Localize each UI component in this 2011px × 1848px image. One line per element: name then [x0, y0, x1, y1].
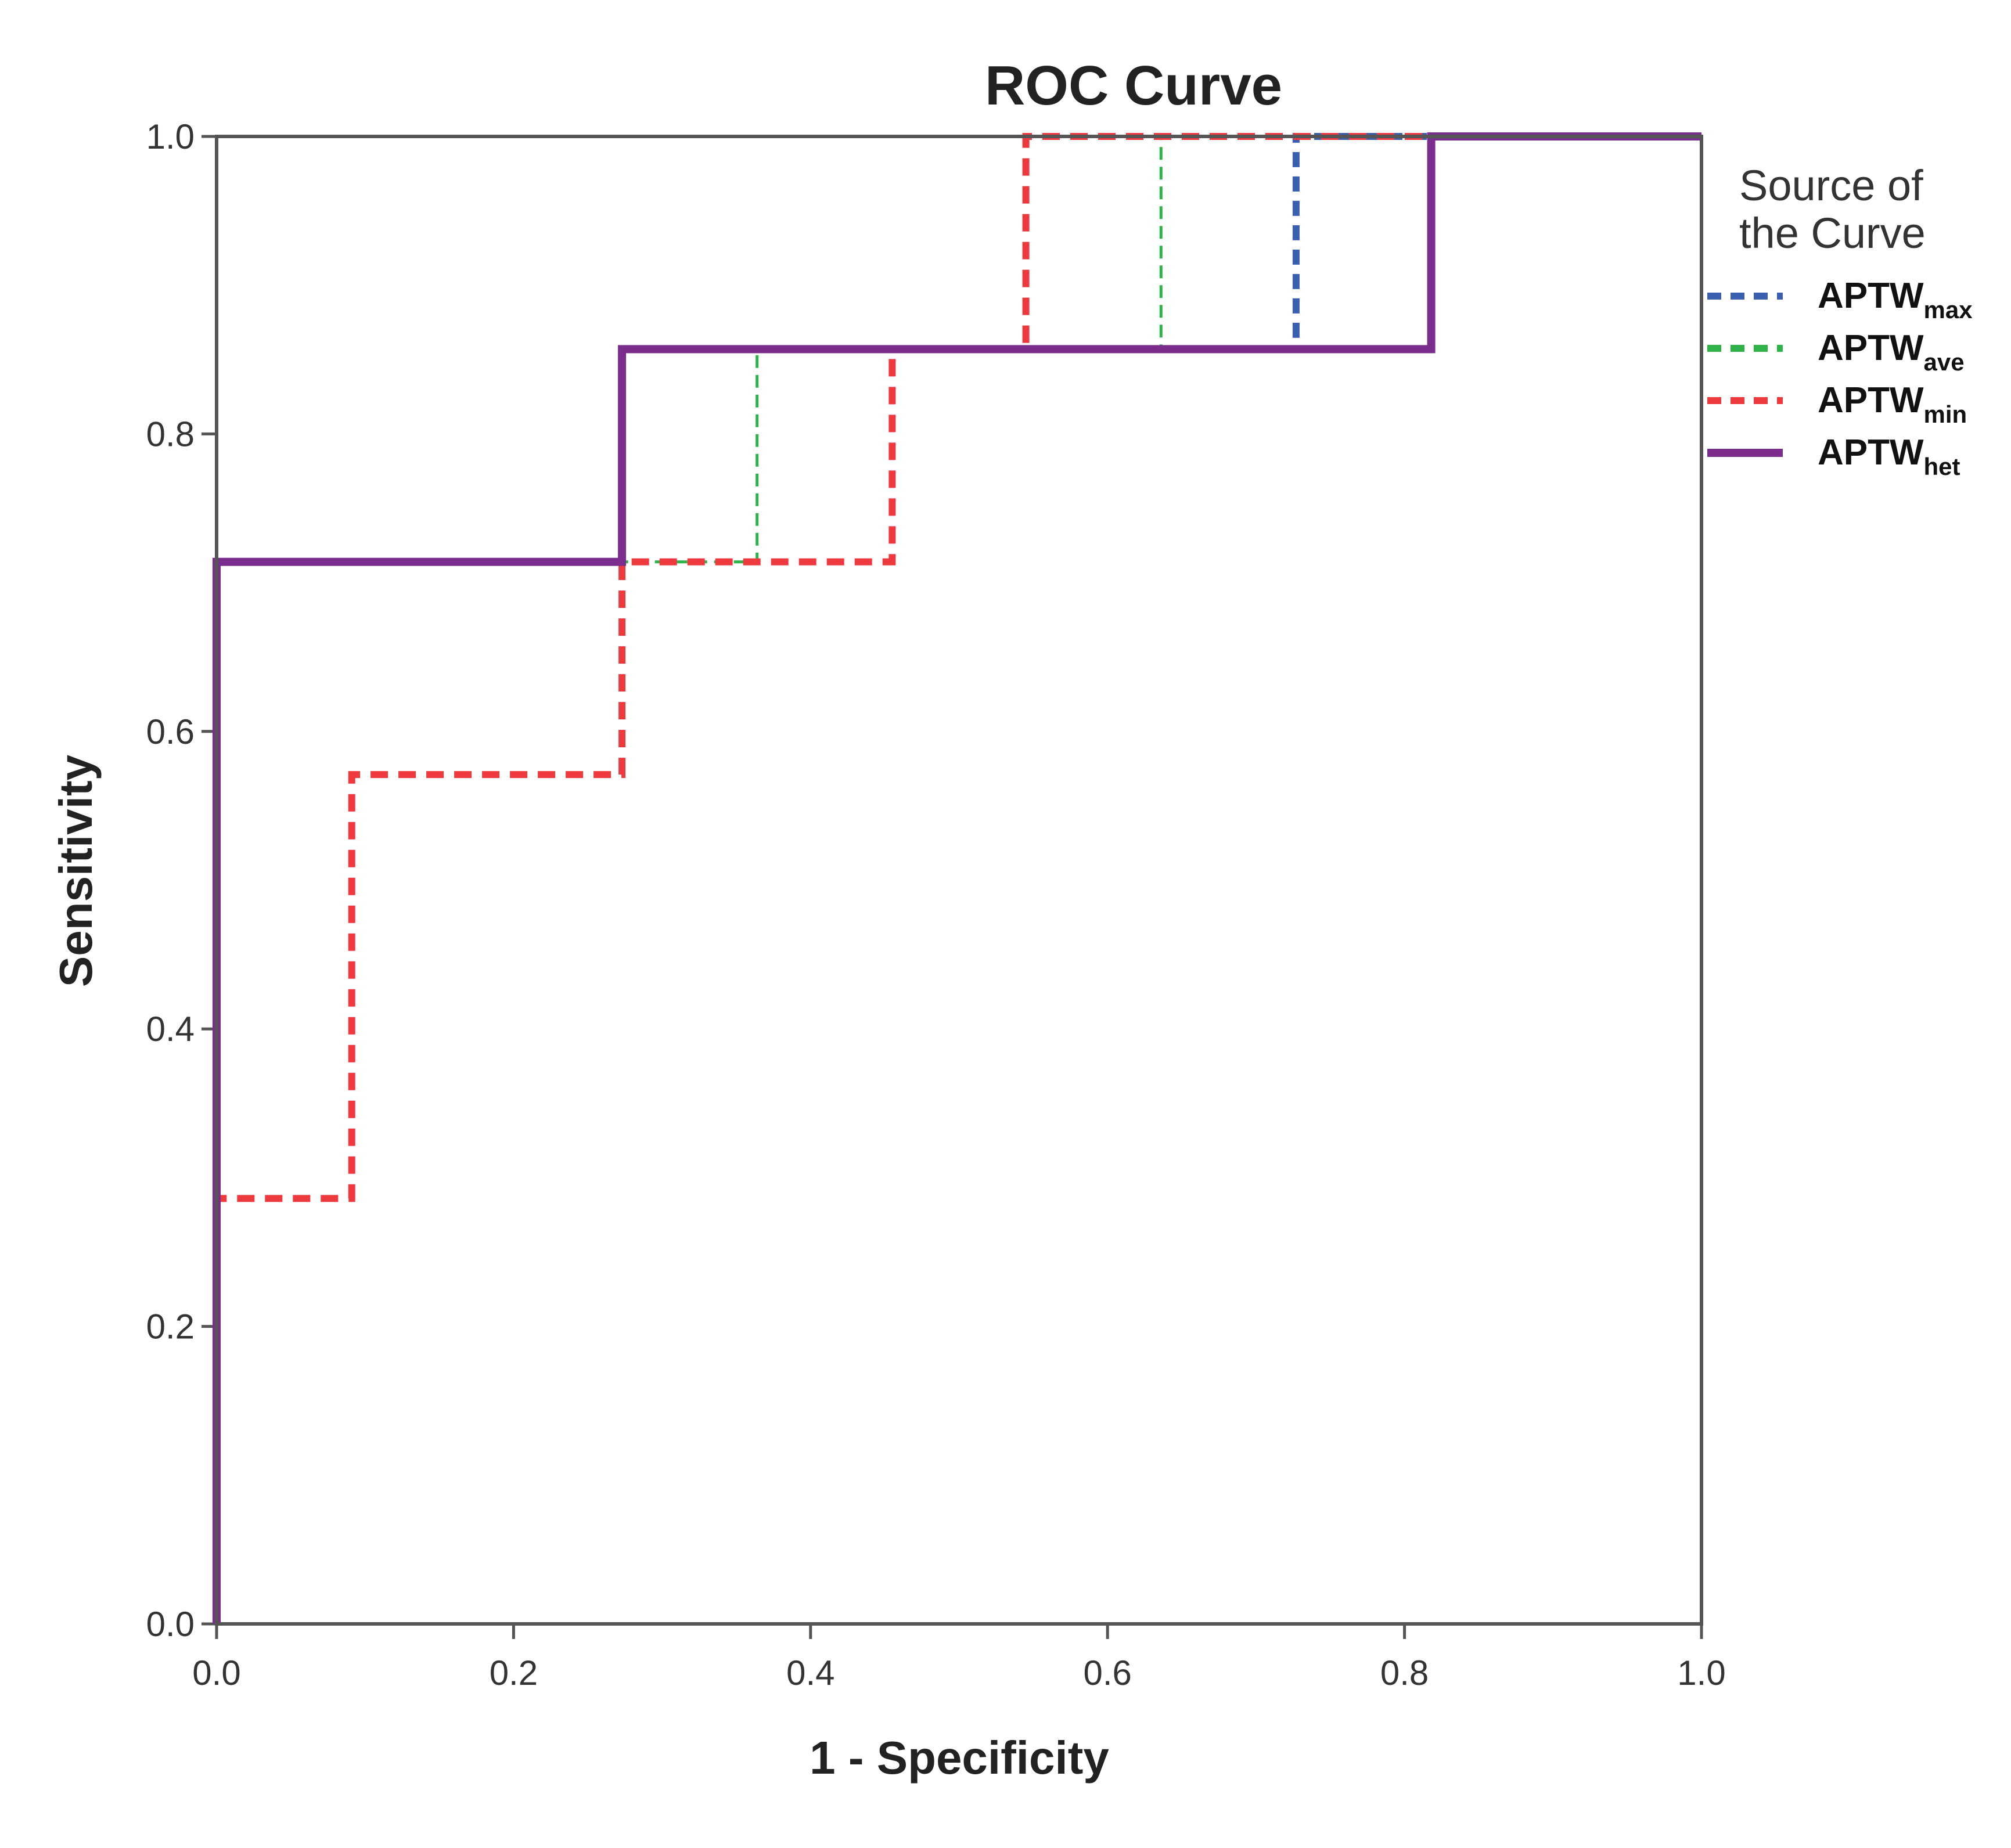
- y-tick-label: 0.8: [146, 415, 195, 453]
- x-tick-label: 0.6: [1083, 1654, 1131, 1692]
- x-tick-label: 0.4: [786, 1654, 834, 1692]
- legend-label-base: APTW: [1818, 276, 1924, 316]
- legend-label-base: APTW: [1818, 433, 1924, 473]
- y-tick-label: 0.0: [146, 1605, 195, 1644]
- y-axis-label: Sensitivity: [50, 754, 102, 987]
- legend-label-sub: max: [1924, 296, 1973, 323]
- legend-label-base: APTW: [1818, 380, 1924, 420]
- x-tick-label: 1.0: [1677, 1654, 1725, 1692]
- legend-label-base: APTW: [1818, 328, 1924, 368]
- x-tick-label: 0.2: [490, 1654, 538, 1692]
- legend-title-line2: the Curve: [1739, 209, 1926, 257]
- x-tick-label: 0.8: [1380, 1654, 1429, 1692]
- legend-label-sub: het: [1924, 453, 1960, 480]
- x-tick-label: 0.0: [192, 1654, 240, 1692]
- x-axis-label: 1 - Specificity: [810, 1732, 1109, 1784]
- y-tick-label: 0.6: [146, 712, 195, 751]
- legend-label-aptwave: APTWave: [1818, 328, 1965, 376]
- legend-label-sub: ave: [1924, 348, 1965, 376]
- plot-frame: [215, 135, 1703, 1626]
- legend-title-line1: Source of: [1739, 161, 1923, 210]
- legend-label-aptwhet: APTWhet: [1818, 433, 1960, 480]
- y-tick-label: 0.2: [146, 1307, 195, 1346]
- y-tick-label: 1.0: [146, 117, 195, 156]
- legend: Source of the Curve APTWmaxAPTWaveAPTWmi…: [1707, 161, 1973, 480]
- legend-label-sub: min: [1924, 401, 1967, 428]
- chart-title: ROC Curve: [985, 55, 1282, 117]
- y-tick-label: 0.4: [146, 1010, 195, 1049]
- series-line-aptwmin: [213, 133, 1701, 1624]
- legend-label-aptwmin: APTWmin: [1818, 380, 1967, 428]
- legend-label-aptwmax: APTWmax: [1818, 276, 1973, 323]
